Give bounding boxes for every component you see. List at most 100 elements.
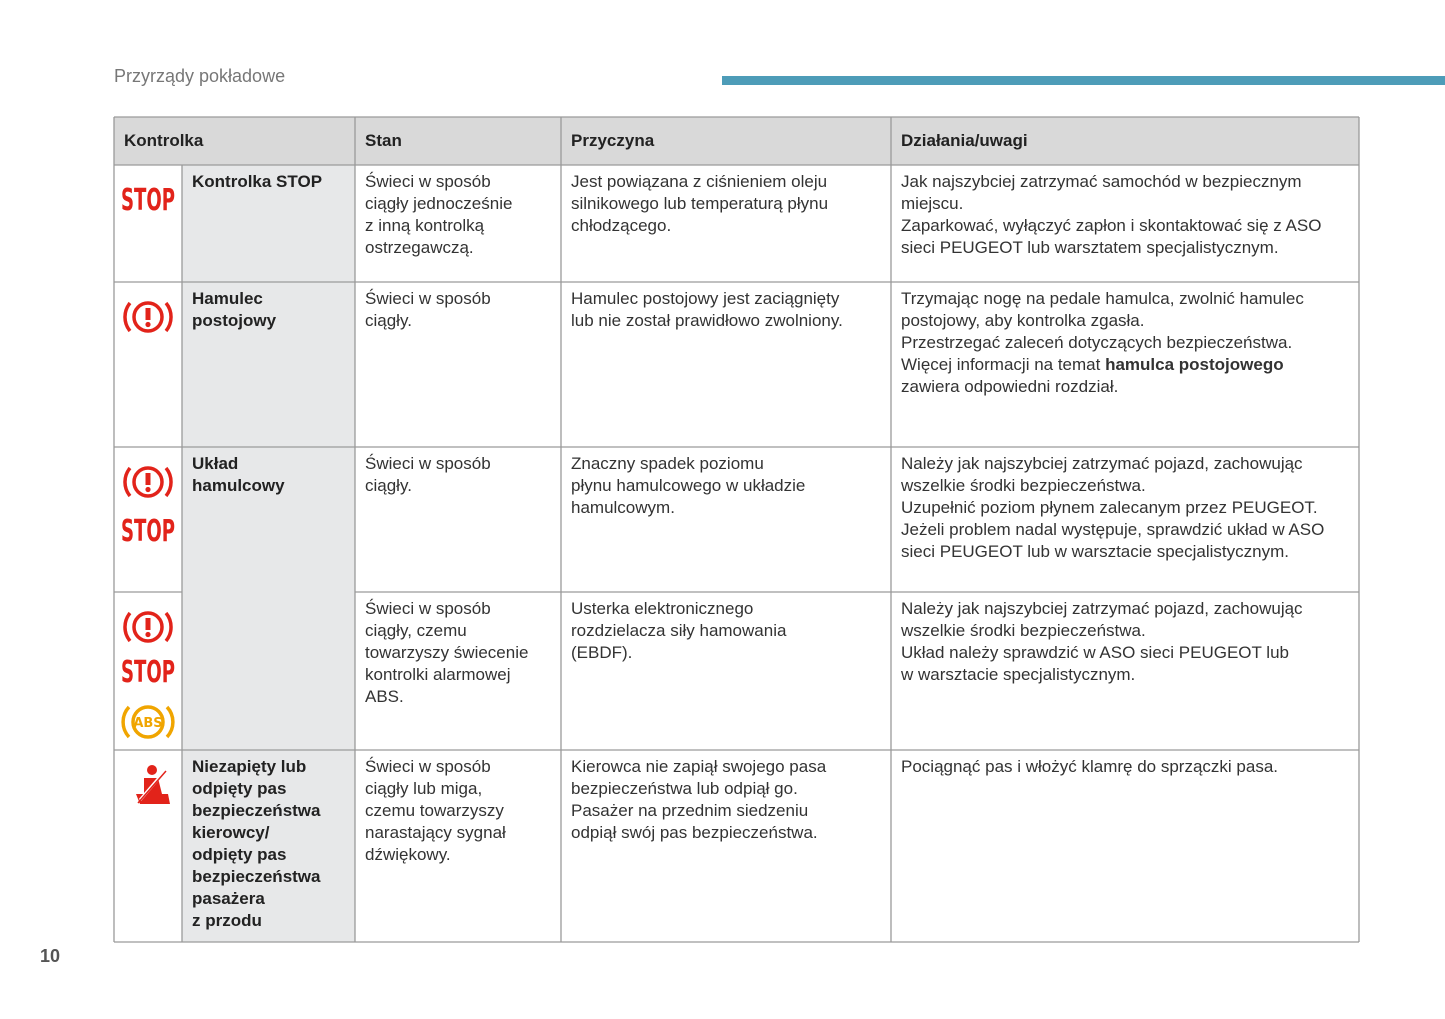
stop-icon: STOP xyxy=(121,514,175,549)
text-line: Niezapięty lub xyxy=(192,757,307,776)
text-line: pasażera xyxy=(192,889,265,908)
text-line: Świeci w sposób xyxy=(365,454,491,473)
text-line: z inną kontrolką xyxy=(365,216,485,235)
text-line: Znaczny spadek poziomu xyxy=(571,454,764,473)
text-line: kontrolki alarmowej xyxy=(365,665,511,684)
text-line: płynu hamulcowego w układzie xyxy=(571,476,806,495)
page-number: 10 xyxy=(40,946,61,966)
text-line: Układ należy sprawdzić w ASO sieci PEUGE… xyxy=(901,643,1289,662)
text-line: Układ xyxy=(192,454,239,473)
text-line: bezpieczeństwa lub odpiął go. xyxy=(571,779,798,798)
text-line: Jak najszybciej zatrzymać samochód w bez… xyxy=(901,172,1302,191)
svg-text:ABS: ABS xyxy=(133,716,162,731)
text-line: Należy jak najszybciej zatrzymać pojazd,… xyxy=(901,599,1303,618)
text-line: wszelkie środki bezpieczeństwa. xyxy=(901,476,1146,495)
text-line: Uzupełnić poziom płynem zalecanym przez … xyxy=(901,498,1318,517)
bold-run: hamulca postojowego xyxy=(1105,355,1284,374)
abs-icon: ABS xyxy=(121,705,175,739)
cause-cell: Hamulec postojowy jest zaciągnięty lub ni… xyxy=(571,288,886,332)
text-line: dźwiękowy. xyxy=(365,845,451,864)
actions-cell: Jak najszybciej zatrzymać samochód w bez… xyxy=(901,171,1351,259)
text-line: bezpieczeństwa xyxy=(192,801,321,820)
text-line: odpiął swój pas bezpieczeństwa. xyxy=(571,823,818,842)
actions-cell: Trzymając nogę na pedale hamulca, zwolni… xyxy=(901,288,1351,398)
brake-icon xyxy=(123,611,173,643)
text-line: Pociągnąć pas i włożyć klamrę do sprzącz… xyxy=(901,757,1278,776)
stop-icon: STOP xyxy=(121,655,175,690)
text-line: Świeci w sposób xyxy=(365,172,491,191)
text-line: Należy jak najszybciej zatrzymać pojazd,… xyxy=(901,454,1303,473)
column-header: Przyczyna xyxy=(571,131,655,150)
text-line: ciągły. xyxy=(365,311,412,330)
text-line: postojowy xyxy=(192,311,277,330)
state-cell: Świeci w sposób ciągły. xyxy=(365,453,555,497)
name-cell: Niezapięty lub odpięty pas bezpieczeństwa k… xyxy=(192,756,352,932)
text-line: silnikowego lub temperaturą płynu xyxy=(571,194,829,213)
cause-cell: Usterka elektronicznego rozdzielacza siły… xyxy=(571,598,886,664)
state-cell: Świeci w sposób ciągły jednocześnie z inną… xyxy=(365,171,555,259)
text-line: Jest powiązana z ciśnieniem oleju xyxy=(571,172,828,191)
text-line: rozdzielacza siły hamowania xyxy=(571,621,787,640)
text-line: z przodu xyxy=(192,911,262,930)
text-line: Świeci w sposób xyxy=(365,757,491,776)
text-line: Jeżeli problem nadal występuje, sprawdzi… xyxy=(901,520,1325,539)
text-line: Przestrzegać zaleceń dotyczących bezpiec… xyxy=(901,333,1293,352)
text-line: Kontrolka STOP xyxy=(192,172,323,191)
text-line: Zaparkować, wyłączyć zapłon i skontaktow… xyxy=(901,216,1322,235)
text-line: wszelkie środki bezpieczeństwa. xyxy=(901,621,1146,640)
text-line: bezpieczeństwa xyxy=(192,867,321,886)
state-cell: Świeci w sposób ciągły lub miga, czemu tow… xyxy=(365,756,555,866)
seatbelt-icon xyxy=(136,765,170,804)
name-cell: Hamulec postojowy xyxy=(192,288,352,332)
text-line: w warsztacie specjalistycznym. xyxy=(901,665,1136,684)
text-line: ciągły jednocześnie xyxy=(365,194,513,213)
text-line: Pasażer na przednim siedzeniu xyxy=(571,801,809,820)
state-cell: Świeci w sposób ciągły, czemu towarzyszy ś… xyxy=(365,598,555,708)
stop-icon: STOP xyxy=(121,183,175,218)
text-line: odpięty pas xyxy=(192,779,287,798)
text-line: Hamulec postojowy jest zaciągnięty xyxy=(571,289,840,308)
text-line: chłodzącego. xyxy=(571,216,672,235)
header-bar xyxy=(722,76,1445,85)
actions-cell: Należy jak najszybciej zatrzymać pojazd,… xyxy=(901,598,1351,686)
text-line: Więcej informacji na temat hamulca posto… xyxy=(901,354,1351,376)
text-line: Świeci w sposób xyxy=(365,289,491,308)
text-line: Usterka elektronicznego xyxy=(571,599,754,618)
text-line: ABS. xyxy=(365,687,404,706)
section-title: Przyrządy pokładowe xyxy=(114,66,286,86)
text-line: postojowy, aby kontrolka zgasła. xyxy=(901,311,1145,330)
text-line: narastający sygnał xyxy=(365,823,506,842)
text-run: Więcej informacji na temat xyxy=(901,355,1106,374)
text-line: sieci PEUGEOT lub w warsztacie specjalis… xyxy=(901,542,1289,561)
brake-icon xyxy=(123,301,173,333)
text-line: Hamulec xyxy=(192,289,263,308)
column-header: Kontrolka xyxy=(124,131,204,150)
text-line: odpięty pas xyxy=(192,845,287,864)
name-cell: Kontrolka STOP xyxy=(192,171,352,193)
brake-icon xyxy=(123,466,173,498)
text-line: czemu towarzyszy xyxy=(365,801,504,820)
actions-cell: Pociągnąć pas i włożyć klamrę do sprzącz… xyxy=(901,756,1351,778)
column-header: Działania/uwagi xyxy=(901,131,1028,150)
text-line: zawiera odpowiedni rozdział. xyxy=(901,377,1119,396)
text-line: (EBDF). xyxy=(571,643,633,662)
text-line: ciągły, czemu xyxy=(365,621,467,640)
name-cell: Układ hamulcowy xyxy=(192,453,352,497)
text-line: Kierowca nie zapiął swojego pasa xyxy=(571,757,827,776)
text-line: hamulcowy xyxy=(192,476,285,495)
text-line: sieci PEUGEOT lub warsztatem specjalisty… xyxy=(901,238,1279,257)
text-line: ciągły lub miga, xyxy=(365,779,483,798)
text-line: lub nie został prawidłowo zwolniony. xyxy=(571,311,843,330)
text-line: Trzymając nogę na pedale hamulca, zwolni… xyxy=(901,289,1304,308)
column-header: Stan xyxy=(365,131,402,150)
text-line: kierowcy/ xyxy=(192,823,270,842)
cause-cell: Jest powiązana z ciśnieniem oleju silniko… xyxy=(571,171,886,237)
actions-cell: Należy jak najszybciej zatrzymać pojazd,… xyxy=(901,453,1351,563)
text-line: ostrzegawczą. xyxy=(365,238,474,257)
text-line: Świeci w sposób xyxy=(365,599,491,618)
text-line: ciągły. xyxy=(365,476,412,495)
cause-cell: Kierowca nie zapiął swojego pasa bezpiecz… xyxy=(571,756,886,844)
state-cell: Świeci w sposób ciągły. xyxy=(365,288,555,332)
